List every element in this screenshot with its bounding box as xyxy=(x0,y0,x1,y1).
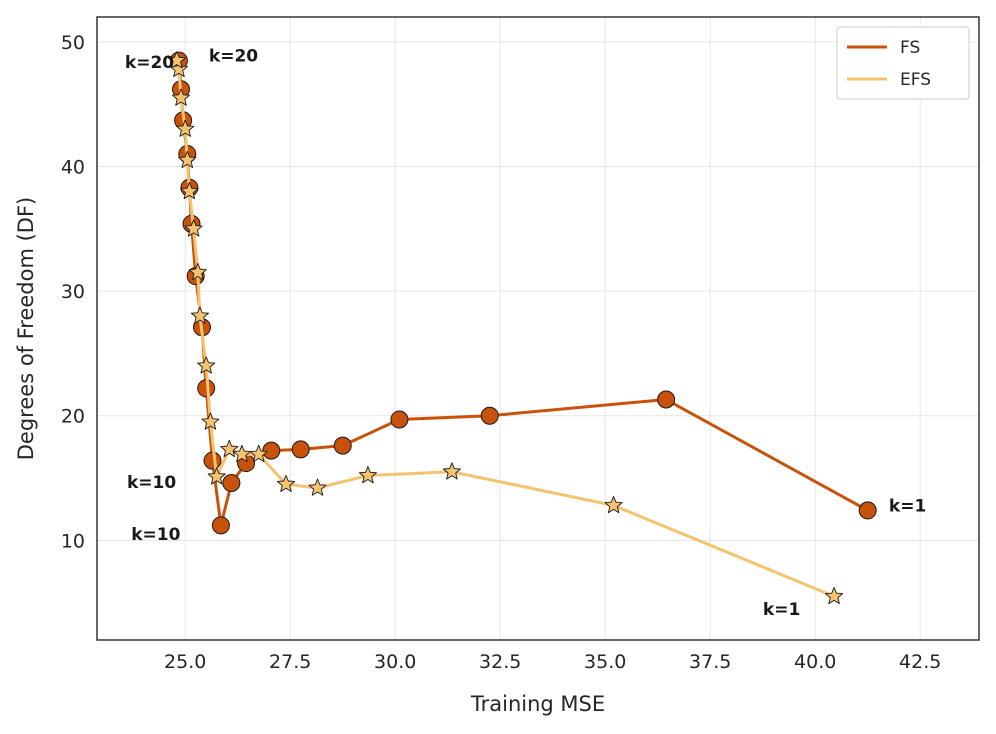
legend: FS EFS xyxy=(836,26,970,100)
y-axis-label: Degrees of Freedom (DF) xyxy=(14,197,38,460)
x-tick-label: 25.0 xyxy=(164,651,206,673)
x-tick-label: 30.0 xyxy=(374,651,416,673)
data-point-efs xyxy=(190,306,209,324)
data-point-efs xyxy=(442,462,461,480)
data-point-efs xyxy=(220,439,239,458)
data-point-fs xyxy=(291,440,310,459)
annotation-label: k=10 xyxy=(131,525,180,545)
data-point-fs xyxy=(858,501,877,520)
data-point-efs xyxy=(207,467,226,485)
y-tick-label: 40 xyxy=(61,157,85,179)
data-point-efs xyxy=(188,262,207,281)
data-point-efs xyxy=(308,478,327,496)
plot-frame xyxy=(96,16,980,641)
y-tick-label: 50 xyxy=(61,32,85,54)
x-tick-label: 37.5 xyxy=(689,651,731,673)
x-tick-label: 32.5 xyxy=(479,651,521,673)
data-point-efs xyxy=(358,466,377,484)
x-tick-label: 27.5 xyxy=(269,651,311,673)
series-efs xyxy=(167,51,844,605)
x-tick-label: 42.5 xyxy=(899,651,941,673)
series-layer xyxy=(167,51,877,605)
ticks: 25.0 27.5 30.0 32.5 35.0 37.5 40.0 42.5 10 20 30 40… xyxy=(61,32,942,673)
x-axis-label: Training MSE xyxy=(470,692,605,716)
data-point-efs xyxy=(604,495,623,514)
data-point-fs xyxy=(222,474,241,493)
annotation-label: k=1 xyxy=(889,496,926,516)
data-point-efs xyxy=(197,356,216,374)
data-point-fs xyxy=(203,451,222,470)
data-point-efs xyxy=(180,181,199,200)
data-point-fs xyxy=(211,516,230,535)
y-tick-label: 30 xyxy=(61,281,85,303)
legend-label-efs: EFS xyxy=(900,70,931,90)
annotation-label: k=1 xyxy=(763,600,800,620)
annotation-label: k=20 xyxy=(125,53,174,73)
data-point-efs xyxy=(176,119,195,137)
data-point-efs xyxy=(276,474,296,492)
data-point-fs xyxy=(480,406,499,425)
annotation-label: k=20 xyxy=(209,47,258,67)
y-tick-label: 10 xyxy=(61,530,85,552)
x-tick-label: 40.0 xyxy=(794,651,836,673)
data-point-efs xyxy=(825,586,844,605)
data-point-efs xyxy=(171,88,191,106)
data-point-fs xyxy=(390,410,409,429)
data-point-fs xyxy=(262,441,281,460)
legend-box xyxy=(836,26,970,100)
y-tick-label: 20 xyxy=(61,406,85,428)
legend-label-fs: FS xyxy=(900,38,920,58)
annotation-layer: k=20 k=20 k=10 k=10 k=1 k=1 xyxy=(125,47,926,620)
data-point-efs xyxy=(167,51,186,69)
data-point-efs xyxy=(249,444,268,463)
grid xyxy=(97,17,979,640)
data-point-efs xyxy=(201,412,220,430)
data-point-fs xyxy=(333,436,352,455)
data-point-efs xyxy=(184,219,203,237)
data-point-efs xyxy=(232,444,251,463)
annotation-label: k=10 xyxy=(127,473,176,493)
data-point-fs xyxy=(657,390,676,409)
x-tick-label: 35.0 xyxy=(584,651,626,673)
data-point-efs xyxy=(178,150,197,169)
